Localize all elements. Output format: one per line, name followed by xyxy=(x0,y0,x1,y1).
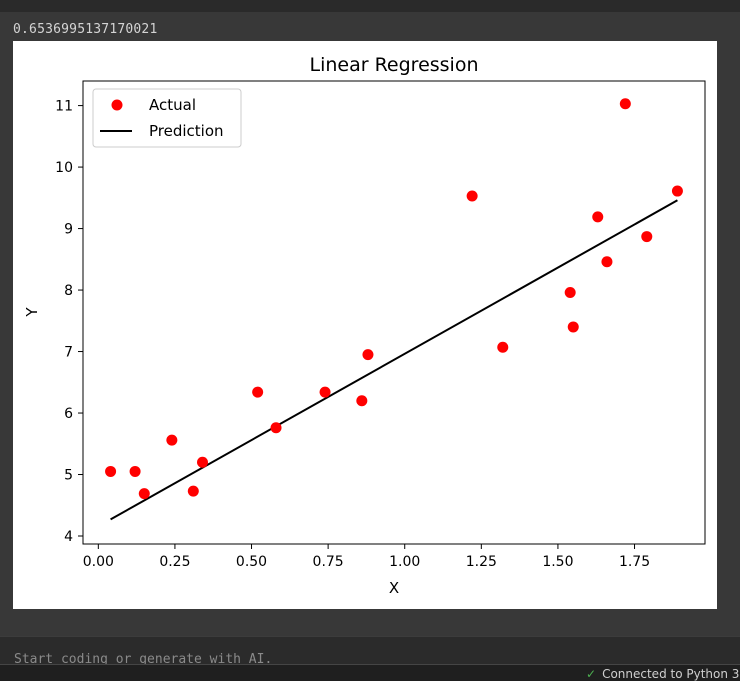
y-axis-label: Y xyxy=(23,307,41,318)
actual-point xyxy=(619,98,631,110)
connection-status[interactable]: ✓ Connected to Python 3 xyxy=(586,667,739,681)
scatter-chart: Linear Regression 0.00 0.25 0.50 0.75 1.00 1.… xyxy=(23,54,706,597)
actual-point xyxy=(567,321,579,333)
actual-point xyxy=(319,386,331,398)
y-tick-label: 6 xyxy=(64,406,73,422)
chart-figure: Linear Regression 0.00 0.25 0.50 0.75 1.00 1.… xyxy=(13,41,717,609)
actual-point xyxy=(166,434,178,446)
y-axis: 4 5 6 7 8 9 10 11 xyxy=(55,99,83,545)
y-tick-label: 5 xyxy=(64,468,73,484)
x-axis-label: X xyxy=(389,579,399,597)
y-tick-label: 10 xyxy=(55,160,73,176)
x-tick-label: 0.00 xyxy=(83,554,114,570)
y-tick-label: 8 xyxy=(64,283,73,299)
actual-point xyxy=(196,456,208,468)
actual-point xyxy=(356,395,368,407)
x-tick-label: 0.75 xyxy=(313,554,344,570)
actual-point xyxy=(564,287,576,299)
output-value: 0.6536995137170021 xyxy=(13,22,158,37)
actual-point xyxy=(671,185,683,197)
actual-point xyxy=(362,349,374,361)
actual-point xyxy=(270,422,282,434)
legend: Actual Prediction xyxy=(92,88,242,148)
actual-point xyxy=(592,211,604,223)
y-tick-label: 4 xyxy=(64,529,73,545)
status-bar: ✓ Connected to Python 3 xyxy=(0,664,740,681)
actual-point xyxy=(466,190,478,202)
actual-point xyxy=(497,341,509,353)
top-strip xyxy=(0,0,740,12)
y-tick-label: 7 xyxy=(64,345,73,361)
legend-label-actual: Actual xyxy=(149,96,196,114)
actual-point xyxy=(641,231,653,243)
x-tick-label: 0.25 xyxy=(159,554,190,570)
x-tick-label: 1.50 xyxy=(542,554,573,570)
y-tick-label: 9 xyxy=(64,222,73,238)
y-tick-label: 11 xyxy=(55,99,73,115)
cell-divider xyxy=(0,636,740,637)
plot-area xyxy=(82,80,706,545)
legend-label-prediction: Prediction xyxy=(149,122,224,140)
connection-status-label: Connected to Python 3 xyxy=(602,667,740,681)
x-tick-label: 1.25 xyxy=(466,554,497,570)
chart-title: Linear Regression xyxy=(309,54,478,76)
actual-point xyxy=(601,256,613,268)
actual-point xyxy=(187,485,199,497)
actual-point xyxy=(252,386,264,398)
x-tick-label: 1.00 xyxy=(389,554,420,570)
check-icon: ✓ xyxy=(586,667,597,681)
x-tick-label: 0.50 xyxy=(236,554,267,570)
actual-point xyxy=(105,465,117,477)
code-cell-placeholder[interactable]: Start coding or generate with AI. xyxy=(14,652,273,667)
legend-marker-actual xyxy=(111,99,123,111)
x-axis: 0.00 0.25 0.50 0.75 1.00 1.25 1.50 1.75 xyxy=(83,544,650,570)
x-tick-label: 1.75 xyxy=(619,554,650,570)
series-layer xyxy=(105,98,683,521)
actual-point xyxy=(129,465,141,477)
actual-point xyxy=(138,488,150,500)
legend-box xyxy=(92,88,242,148)
